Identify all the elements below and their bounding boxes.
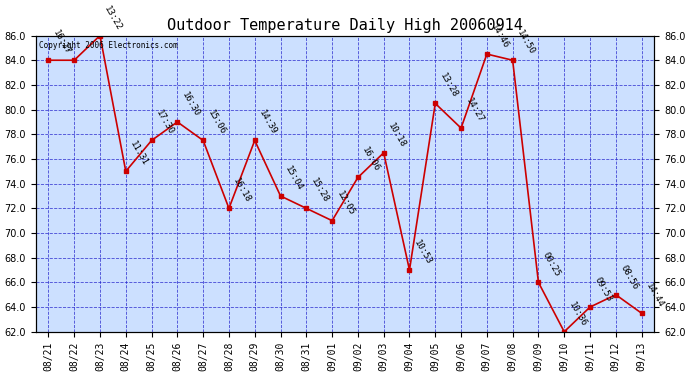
Text: 15:04: 15:04 [283, 165, 304, 192]
Text: 10:53: 10:53 [412, 238, 433, 266]
Title: Outdoor Temperature Daily High 20060914: Outdoor Temperature Daily High 20060914 [167, 18, 523, 33]
Text: 13:28: 13:28 [438, 72, 459, 100]
Text: 17:30: 17:30 [154, 109, 175, 137]
Text: 16:30: 16:30 [180, 90, 201, 118]
Text: 16:27: 16:27 [51, 29, 72, 57]
Text: 11:31: 11:31 [128, 140, 150, 168]
Text: 14:39: 14:39 [257, 109, 279, 137]
Text: 13:22: 13:22 [103, 4, 124, 32]
Text: 00:25: 00:25 [541, 251, 562, 279]
Text: 10:36: 10:36 [566, 300, 588, 328]
Text: 08:56: 08:56 [618, 263, 640, 291]
Text: 14:44: 14:44 [644, 282, 665, 309]
Text: 15:06: 15:06 [206, 109, 227, 137]
Text: 09:53: 09:53 [593, 276, 614, 303]
Text: 14:50: 14:50 [515, 29, 536, 57]
Text: 16:06: 16:06 [360, 146, 382, 174]
Text: 16:18: 16:18 [232, 177, 253, 205]
Text: 14:46: 14:46 [489, 22, 511, 50]
Text: 15:28: 15:28 [309, 177, 330, 205]
Text: 14:27: 14:27 [464, 97, 485, 124]
Text: Copyright 2006 Electronics.com: Copyright 2006 Electronics.com [39, 42, 177, 51]
Text: 12:05: 12:05 [335, 189, 356, 217]
Text: 10:18: 10:18 [386, 122, 408, 149]
